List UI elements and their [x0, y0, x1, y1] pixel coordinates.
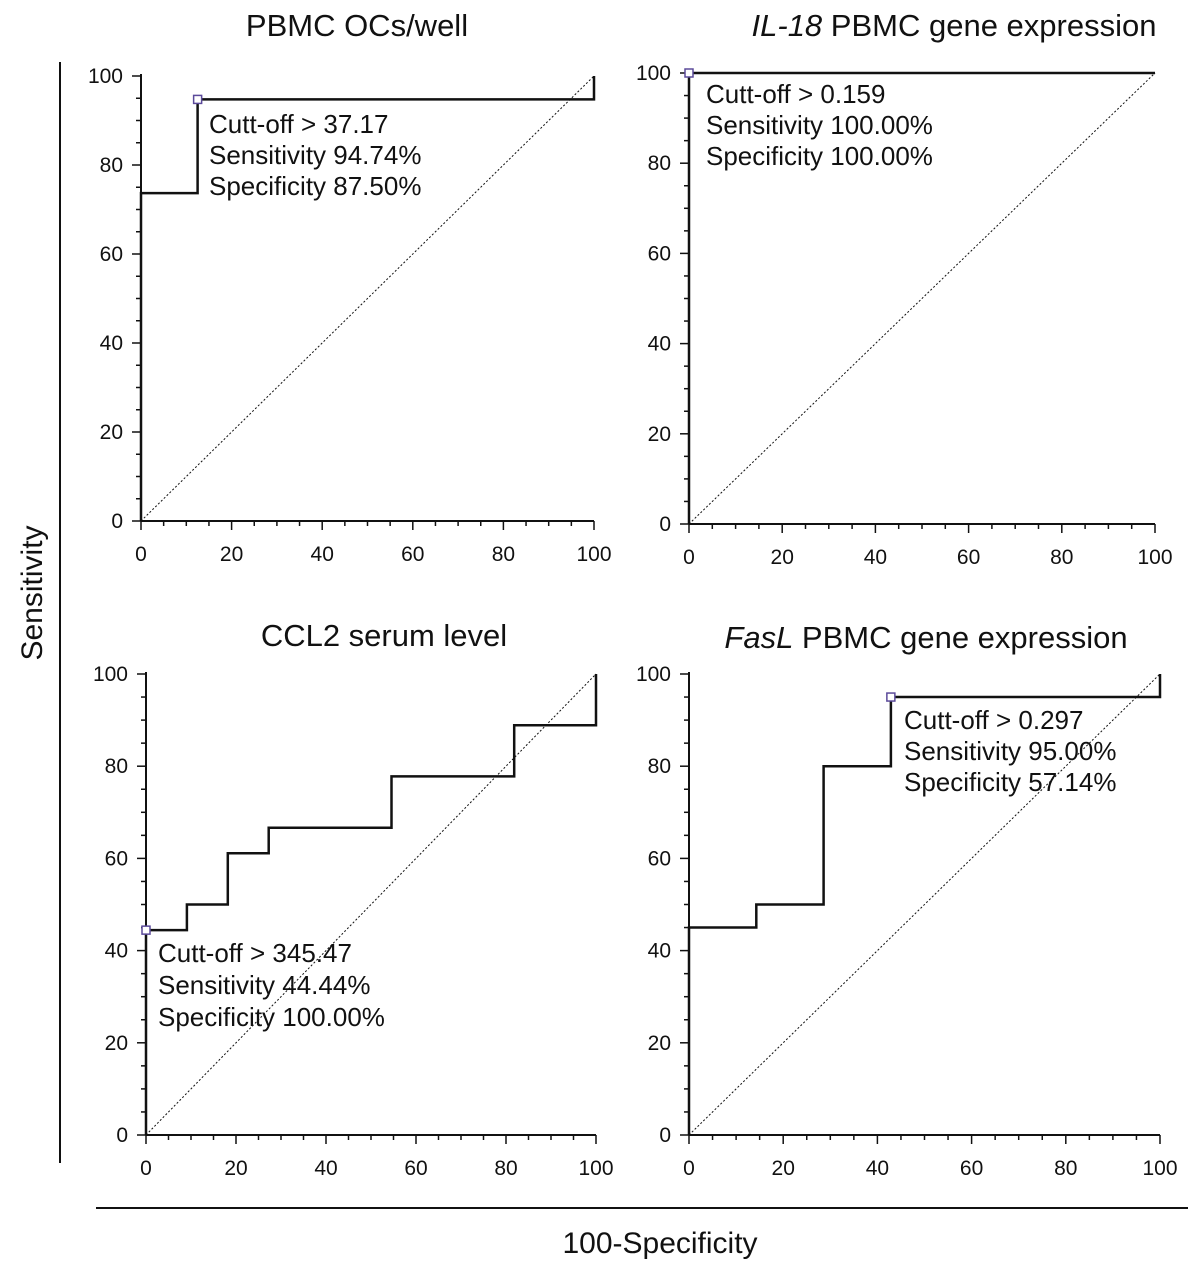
y-tick-label: 60 — [648, 242, 671, 265]
x-tick-label: 0 — [683, 546, 695, 569]
shared-y-axis-label: Sensitivity — [16, 525, 49, 660]
x-tick-label: 80 — [494, 1157, 517, 1180]
y-tick-label: 20 — [648, 423, 671, 446]
x-tick-label: 20 — [224, 1157, 247, 1180]
panel-title: PBMC OCs/well — [246, 8, 468, 43]
y-tick-label: 40 — [648, 940, 671, 963]
y-tick-label: 100 — [93, 663, 128, 686]
panel-title-text: PBMC gene expression — [822, 8, 1156, 43]
y-tick-label: 0 — [111, 510, 123, 533]
y-tick-label: 0 — [116, 1124, 128, 1147]
reference-diagonal-line — [145, 673, 597, 1136]
y-tick-label: 20 — [100, 421, 123, 444]
x-tick-label: 0 — [683, 1157, 695, 1180]
panel-title-text: CCL2 serum level — [261, 618, 507, 653]
cutoff-annotation-line: Cutt-off > 345.47 — [158, 938, 352, 968]
y-tick-label: 40 — [100, 332, 123, 355]
cutoff-annotation-line: Specificity 100.00% — [158, 1002, 385, 1032]
x-tick-label: 60 — [404, 1157, 427, 1180]
shared-x-axis-label: 100-Specificity — [562, 1227, 757, 1260]
x-tick-label: 60 — [401, 543, 424, 566]
reference-diagonal-line — [140, 75, 595, 522]
y-tick-label: 20 — [105, 1032, 128, 1055]
x-tick-label: 80 — [492, 543, 515, 566]
y-tick-label: 20 — [648, 1032, 671, 1055]
panel-title: FasL PBMC gene expression — [724, 620, 1127, 655]
y-tick-label: 100 — [636, 663, 671, 686]
panel-pbmc-ocs-well: PBMC OCs/well 0 20 40 60 80 100 0 20 40 60 80 100 Cut… — [88, 8, 612, 566]
x-tick-label: 100 — [576, 543, 611, 566]
cutoff-point-marker — [886, 692, 896, 702]
panel-title-text: PBMC OCs/well — [246, 8, 468, 43]
cutoff-annotation-line: Sensitivity 95.00% — [904, 736, 1116, 766]
panel-title: CCL2 serum level — [261, 618, 507, 653]
y-tick-label: 80 — [105, 755, 128, 778]
x-tick-label: 40 — [864, 546, 887, 569]
panel-title-italic: FasL — [724, 620, 793, 655]
cutoff-annotation-line: Cutt-off > 0.159 — [706, 79, 885, 109]
panel-title: IL-18 PBMC gene expression — [752, 8, 1157, 43]
y-tick-label: 100 — [636, 62, 671, 85]
y-tick-label: 80 — [100, 154, 123, 177]
cutoff-annotation-line: Sensitivity 44.44% — [158, 970, 370, 1000]
y-tick-label: 40 — [105, 940, 128, 963]
cutoff-annotation-line: Sensitivity 100.00% — [706, 110, 933, 140]
panel-fasl-gene-expression: FasL PBMC gene expression 0 20 40 60 80 100 0 20… — [636, 620, 1178, 1180]
x-tick-label: 100 — [1142, 1157, 1177, 1180]
x-tick-label: 60 — [960, 1157, 983, 1180]
y-tick-label: 100 — [88, 65, 123, 88]
y-tick-label: 60 — [648, 847, 671, 870]
x-tick-label: 80 — [1054, 1157, 1077, 1180]
cutoff-point-marker — [684, 68, 694, 78]
x-tick-label: 40 — [314, 1157, 337, 1180]
y-tick-label: 0 — [659, 513, 671, 536]
cutoff-annotation-line: Specificity 57.14% — [904, 767, 1116, 797]
cutoff-annotation-line: Cutt-off > 37.17 — [209, 109, 388, 139]
x-tick-label: 0 — [140, 1157, 152, 1180]
reference-diagonal-line — [688, 673, 1161, 1136]
y-tick-label: 60 — [105, 847, 128, 870]
cutoff-point-marker — [141, 925, 151, 935]
x-tick-label: 20 — [771, 546, 794, 569]
x-tick-label: 100 — [1137, 546, 1172, 569]
panel-title-text: PBMC gene expression — [793, 620, 1127, 655]
x-tick-label: 20 — [772, 1157, 795, 1180]
y-tick-label: 80 — [648, 755, 671, 778]
panel-title-italic: IL-18 — [752, 8, 823, 43]
reference-diagonal-line — [688, 72, 1156, 525]
cutoff-annotation-line: Specificity 100.00% — [706, 141, 933, 171]
cutoff-annotation-line: Specificity 87.50% — [209, 171, 421, 201]
panel-il18-gene-expression: IL-18 PBMC gene expression 0 20 40 60 80 100 0 2… — [636, 8, 1173, 569]
y-tick-label: 40 — [648, 333, 671, 356]
x-tick-label: 40 — [866, 1157, 889, 1180]
x-tick-label: 40 — [311, 543, 334, 566]
roc-curve-line — [144, 674, 598, 1135]
panel-ccl2-serum-level: CCL2 serum level 0 20 40 60 80 100 0 20 40 60 80 100… — [93, 618, 614, 1180]
roc-curve-line — [139, 76, 596, 521]
y-tick-label: 0 — [659, 1124, 671, 1147]
cutoff-annotation-line: Sensitivity 94.74% — [209, 140, 421, 170]
roc-curve-line — [687, 674, 1162, 1135]
y-tick-label: 60 — [100, 243, 123, 266]
x-tick-label: 60 — [957, 546, 980, 569]
x-tick-label: 0 — [135, 543, 147, 566]
x-tick-label: 20 — [220, 543, 243, 566]
x-tick-label: 100 — [578, 1157, 613, 1180]
y-tick-label: 80 — [648, 152, 671, 175]
cutoff-point-marker — [192, 94, 203, 105]
x-tick-label: 80 — [1050, 546, 1073, 569]
cutoff-annotation-line: Cutt-off > 0.297 — [904, 705, 1083, 735]
